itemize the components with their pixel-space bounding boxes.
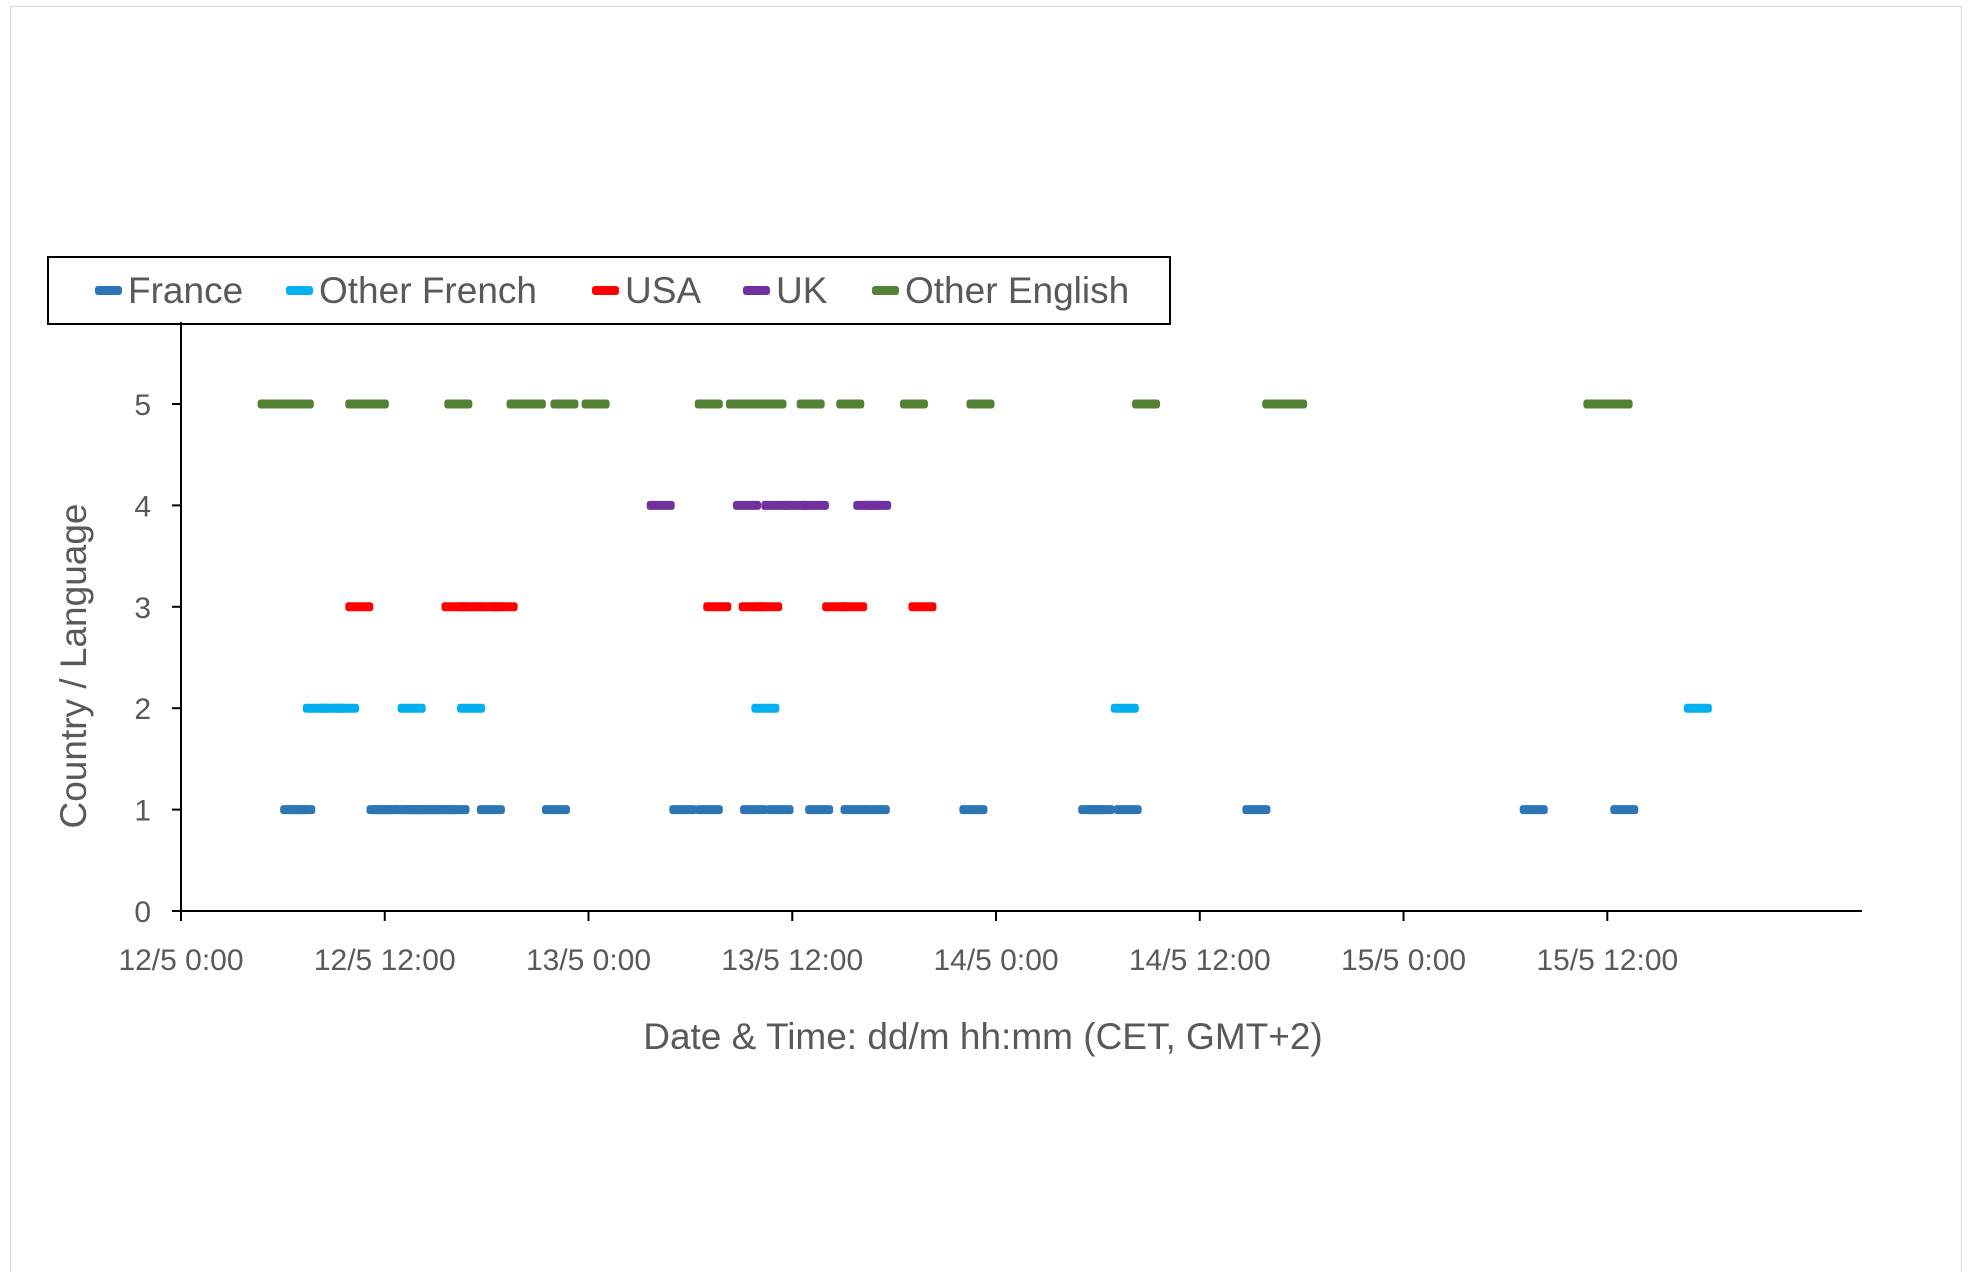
data-point <box>703 602 732 612</box>
data-point <box>899 399 928 409</box>
series-other-english <box>257 399 1633 409</box>
x-ticks: 12/5 0:00 12/5 12:00 13/5 0:00 13/5 12:00 14… <box>118 911 1678 977</box>
data-point <box>839 602 868 612</box>
data-point <box>517 399 546 409</box>
data-point <box>751 703 780 713</box>
data-point <box>581 399 610 409</box>
data-point <box>476 805 505 815</box>
data-point <box>959 805 988 815</box>
data-point <box>345 602 374 612</box>
data-point <box>360 399 389 409</box>
data-point <box>805 805 834 815</box>
data-point <box>1110 703 1139 713</box>
data-point <box>1583 399 1612 409</box>
x-tick-label: 15/5 12:00 <box>1536 944 1678 977</box>
legend-entry-other-french: Other French <box>286 270 537 311</box>
data-point <box>397 703 426 713</box>
x-tick-label: 13/5 0:00 <box>526 944 651 977</box>
data-point <box>840 805 869 815</box>
legend-swatch <box>592 286 619 295</box>
legend-label: USA <box>625 270 701 311</box>
data-point <box>800 500 829 510</box>
data-point <box>541 805 570 815</box>
data-point <box>1519 805 1548 815</box>
x-tick-label: 12/5 0:00 <box>118 944 243 977</box>
x-tick-label: 12/5 12:00 <box>314 944 456 977</box>
series-usa <box>345 602 937 612</box>
legend-swatch <box>95 286 122 295</box>
data-point <box>1132 399 1161 409</box>
data-point <box>489 602 518 612</box>
x-axis-title: Date & Time: dd/m hh:mm (CET, GMT+2) <box>643 1016 1323 1057</box>
series-france <box>280 805 1639 815</box>
legend: France Other French USA UK Other English <box>47 256 1171 325</box>
data-point <box>694 399 723 409</box>
data-point <box>732 500 761 510</box>
y-axis-title: Country / Language <box>53 503 94 828</box>
y-tick-label: 2 <box>134 693 151 726</box>
data-point <box>796 399 825 409</box>
data-point <box>444 399 473 409</box>
data-point <box>331 703 360 713</box>
data-point <box>1604 399 1633 409</box>
legend-entry-france: France <box>95 270 243 311</box>
data-point <box>863 500 892 510</box>
x-tick-label: 14/5 0:00 <box>933 944 1058 977</box>
data-point <box>441 805 470 815</box>
data-point <box>287 805 316 815</box>
data-point <box>836 399 865 409</box>
legend-swatch <box>286 286 313 295</box>
legend-entry-usa: USA <box>592 270 701 311</box>
data-marks <box>257 399 1712 815</box>
data-point <box>966 399 995 409</box>
legend-label: France <box>128 270 243 311</box>
legend-label: Other French <box>319 270 537 311</box>
data-point <box>1279 399 1308 409</box>
y-tick-label: 3 <box>134 592 151 625</box>
data-point <box>1242 805 1271 815</box>
data-point <box>669 805 698 815</box>
data-point <box>457 703 486 713</box>
legend-entry-uk: UK <box>743 270 828 311</box>
data-point <box>765 805 794 815</box>
y-tick-label: 5 <box>134 389 151 422</box>
data-point <box>285 399 314 409</box>
y-tick-label: 4 <box>134 490 151 523</box>
legend-label: UK <box>776 270 828 311</box>
data-point <box>754 602 783 612</box>
legend-label: Other English <box>905 270 1129 311</box>
series-other-french <box>302 703 1712 713</box>
data-point <box>908 602 937 612</box>
y-ticks: 0 1 2 3 4 5 <box>134 389 181 929</box>
data-point <box>861 805 890 815</box>
x-tick-label: 15/5 0:00 <box>1341 944 1466 977</box>
data-point <box>646 500 675 510</box>
y-tick-label: 1 <box>134 795 151 828</box>
x-tick-label: 13/5 12:00 <box>721 944 863 977</box>
data-point <box>1683 703 1712 713</box>
y-tick-label: 0 <box>134 896 151 929</box>
chart-frame <box>10 6 1962 1272</box>
data-point <box>1086 805 1115 815</box>
data-point <box>758 399 787 409</box>
legend-entry-other-english: Other English <box>872 270 1129 311</box>
data-point <box>550 399 579 409</box>
legend-swatch <box>872 286 899 295</box>
data-point <box>740 805 769 815</box>
series-uk <box>646 500 892 510</box>
data-point <box>1113 805 1142 815</box>
data-point <box>1610 805 1639 815</box>
x-tick-label: 14/5 12:00 <box>1129 944 1271 977</box>
legend-swatch <box>743 286 770 295</box>
data-point <box>694 805 723 815</box>
